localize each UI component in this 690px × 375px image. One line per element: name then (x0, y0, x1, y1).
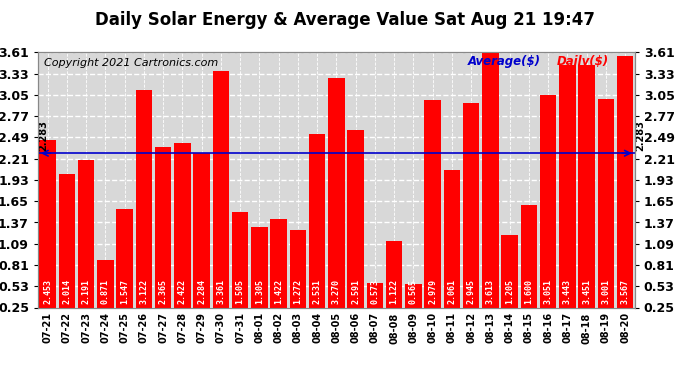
Bar (559, 65, 575, 308)
Bar (482, 52, 499, 308)
Bar (213, 71, 229, 308)
Bar (136, 90, 152, 308)
Text: 3.451: 3.451 (582, 279, 591, 304)
Text: 1.272: 1.272 (293, 279, 302, 304)
Text: Daily Solar Energy & Average Value Sat Aug 21 19:47: Daily Solar Energy & Average Value Sat A… (95, 11, 595, 29)
Text: 3.001: 3.001 (602, 279, 611, 304)
Bar (270, 219, 287, 308)
Bar (117, 209, 132, 308)
Text: 2.591: 2.591 (351, 279, 360, 304)
Text: 3.122: 3.122 (139, 279, 148, 304)
Text: 2.945: 2.945 (466, 279, 475, 304)
Text: 2.014: 2.014 (62, 279, 71, 304)
Bar (386, 242, 402, 308)
Text: Average($): Average($) (468, 55, 541, 68)
Text: 2.979: 2.979 (428, 279, 437, 304)
Bar (232, 212, 248, 308)
Text: 2.061: 2.061 (447, 279, 456, 304)
Text: 3.567: 3.567 (621, 279, 630, 304)
Text: 1.422: 1.422 (274, 279, 283, 304)
Text: Copyright 2021 Cartronics.com: Copyright 2021 Cartronics.com (44, 58, 218, 68)
Bar (97, 260, 114, 308)
Text: 2.531: 2.531 (313, 279, 322, 304)
Text: 1.600: 1.600 (524, 279, 533, 304)
Bar (39, 140, 56, 308)
Bar (444, 170, 460, 308)
Bar (290, 230, 306, 308)
Text: 3.613: 3.613 (486, 279, 495, 304)
Text: 2.283: 2.283 (38, 120, 48, 151)
Text: 3.270: 3.270 (332, 279, 341, 304)
Text: 0.565: 0.565 (409, 279, 418, 304)
Bar (578, 64, 595, 308)
Text: 2.422: 2.422 (178, 279, 187, 304)
Bar (193, 153, 210, 308)
Bar (617, 56, 633, 308)
Text: 2.283: 2.283 (635, 120, 644, 151)
Bar (155, 147, 171, 308)
Text: 1.547: 1.547 (120, 279, 129, 304)
Text: 0.573: 0.573 (371, 279, 380, 304)
Text: 2.453: 2.453 (43, 279, 52, 304)
Text: 1.505: 1.505 (235, 279, 245, 304)
Text: 3.443: 3.443 (563, 279, 572, 304)
Bar (540, 95, 556, 308)
Bar (598, 99, 614, 308)
Text: 2.284: 2.284 (197, 279, 206, 304)
Text: 1.205: 1.205 (505, 279, 514, 304)
Text: 3.361: 3.361 (217, 279, 226, 304)
Text: 3.051: 3.051 (544, 279, 553, 304)
Bar (521, 205, 537, 308)
Bar (78, 160, 95, 308)
Text: 0.871: 0.871 (101, 279, 110, 304)
Bar (463, 103, 480, 308)
Text: 1.305: 1.305 (255, 279, 264, 304)
Bar (328, 78, 344, 308)
Bar (309, 134, 325, 308)
Bar (174, 142, 190, 308)
Bar (348, 130, 364, 308)
Text: Daily($): Daily($) (558, 55, 609, 68)
Bar (59, 174, 75, 308)
Text: 2.191: 2.191 (81, 279, 90, 304)
Bar (366, 283, 383, 308)
Bar (405, 284, 422, 308)
Text: 1.122: 1.122 (390, 279, 399, 304)
Text: 2.365: 2.365 (159, 279, 168, 304)
Bar (502, 235, 518, 308)
Bar (424, 100, 441, 308)
Bar (251, 227, 268, 308)
